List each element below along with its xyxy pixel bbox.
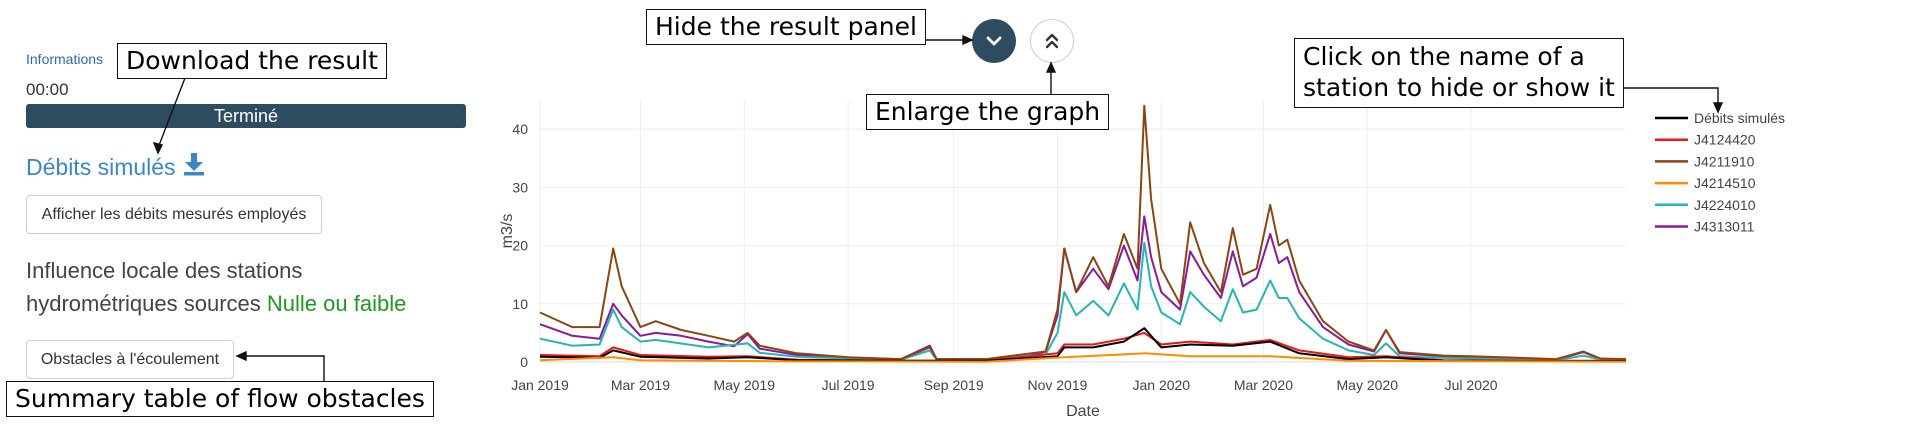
y-tick-label: 30 bbox=[512, 179, 528, 195]
y-tick-label: 20 bbox=[512, 238, 528, 254]
legend-item[interactable]: J4224010 bbox=[1655, 197, 1756, 213]
legend-label: J4214510 bbox=[1694, 175, 1756, 191]
legend-label: J4224010 bbox=[1694, 197, 1756, 213]
series-line bbox=[539, 352, 1627, 363]
download-callout: Download the result bbox=[117, 43, 387, 79]
legend-item[interactable]: Débits simulés bbox=[1655, 110, 1785, 126]
hide-panel-callout: Hide the result panel bbox=[646, 9, 926, 45]
x-tick-label: Jan 2019 bbox=[511, 377, 569, 393]
y-axis-title: m3/s bbox=[499, 214, 516, 249]
series-line bbox=[539, 331, 1626, 362]
y-tick-label: 10 bbox=[512, 296, 528, 312]
enlarge-arrowhead bbox=[1045, 61, 1057, 73]
hide-result-panel-button[interactable] bbox=[972, 19, 1016, 63]
download-callout-arrow bbox=[157, 77, 186, 149]
series-line bbox=[539, 241, 1627, 362]
legend-label: J4313011 bbox=[1694, 219, 1755, 235]
local-influence-text: Influence locale des stations hydrométri… bbox=[26, 254, 466, 320]
status-progress-bar: Terminé bbox=[26, 104, 466, 128]
legend-callout-line-2: station to hide or show it bbox=[1303, 73, 1615, 102]
status-label: Terminé bbox=[213, 105, 279, 126]
x-tick-label: May 2019 bbox=[714, 377, 776, 393]
series-line bbox=[539, 215, 1627, 361]
simulated-flows-download-link[interactable]: Débits simulés bbox=[26, 152, 205, 182]
series-line bbox=[539, 104, 1627, 361]
y-tick-label: 0 bbox=[520, 354, 528, 370]
legend-item[interactable]: J4214510 bbox=[1655, 175, 1756, 191]
obstacles-arrowhead bbox=[235, 350, 247, 362]
x-tick-label: Nov 2019 bbox=[1027, 377, 1087, 393]
x-axis-title: Date bbox=[1066, 403, 1100, 420]
y-tick-label: 40 bbox=[512, 121, 528, 137]
legend-label: Débits simulés bbox=[1694, 110, 1785, 126]
influence-line-2: hydrométriques sources Nulle ou faible bbox=[26, 287, 466, 320]
legend-label: J4124420 bbox=[1694, 132, 1756, 148]
legend-callout: Click on the name of a station to hide o… bbox=[1294, 38, 1624, 108]
influence-line-2-label: hydrométriques sources bbox=[26, 291, 261, 316]
legend-item[interactable]: J4124420 bbox=[1655, 132, 1756, 148]
flow-obstacles-button[interactable]: Obstacles à l'écoulement bbox=[26, 340, 234, 379]
x-tick-label: Sep 2019 bbox=[924, 377, 984, 393]
elapsed-timer: 00:00 bbox=[26, 80, 69, 99]
enlarge-graph-button[interactable] bbox=[1030, 19, 1074, 63]
legend-callout-line-1: Click on the name of a bbox=[1303, 42, 1585, 71]
download-arrowhead bbox=[152, 141, 164, 155]
obstacles-callout: Summary table of flow obstacles bbox=[6, 381, 434, 417]
hide-arrowhead bbox=[962, 34, 974, 46]
x-tick-label: Jul 2020 bbox=[1445, 377, 1498, 393]
legend-label: J4211910 bbox=[1694, 153, 1755, 169]
show-measured-flows-button[interactable]: Afficher les débits mesurés employés bbox=[26, 195, 322, 234]
influence-line-1: Influence locale des stations bbox=[26, 258, 303, 283]
double-chevron-up-icon bbox=[1045, 33, 1059, 49]
legend-item[interactable]: J4313011 bbox=[1655, 219, 1755, 235]
legend-callout-arrow bbox=[1616, 87, 1719, 106]
x-tick-label: May 2020 bbox=[1337, 377, 1399, 393]
x-tick-label: Mar 2020 bbox=[1234, 377, 1293, 393]
informations-tab[interactable]: Informations bbox=[26, 51, 104, 67]
x-tick-label: Mar 2019 bbox=[611, 377, 670, 393]
legend-arrowhead bbox=[1712, 102, 1724, 114]
legend-item[interactable]: J4211910 bbox=[1655, 153, 1755, 169]
x-tick-label: Jul 2019 bbox=[822, 377, 875, 393]
enlarge-callout: Enlarge the graph bbox=[866, 94, 1110, 130]
obstacles-callout-arrow bbox=[244, 355, 325, 382]
chevron-down-icon bbox=[986, 36, 1002, 46]
download-icon bbox=[183, 152, 205, 182]
x-tick-label: Jan 2020 bbox=[1132, 377, 1190, 393]
series-line bbox=[539, 327, 1626, 363]
influence-level: Nulle ou faible bbox=[266, 291, 407, 316]
result-link-label: Débits simulés bbox=[26, 153, 176, 180]
